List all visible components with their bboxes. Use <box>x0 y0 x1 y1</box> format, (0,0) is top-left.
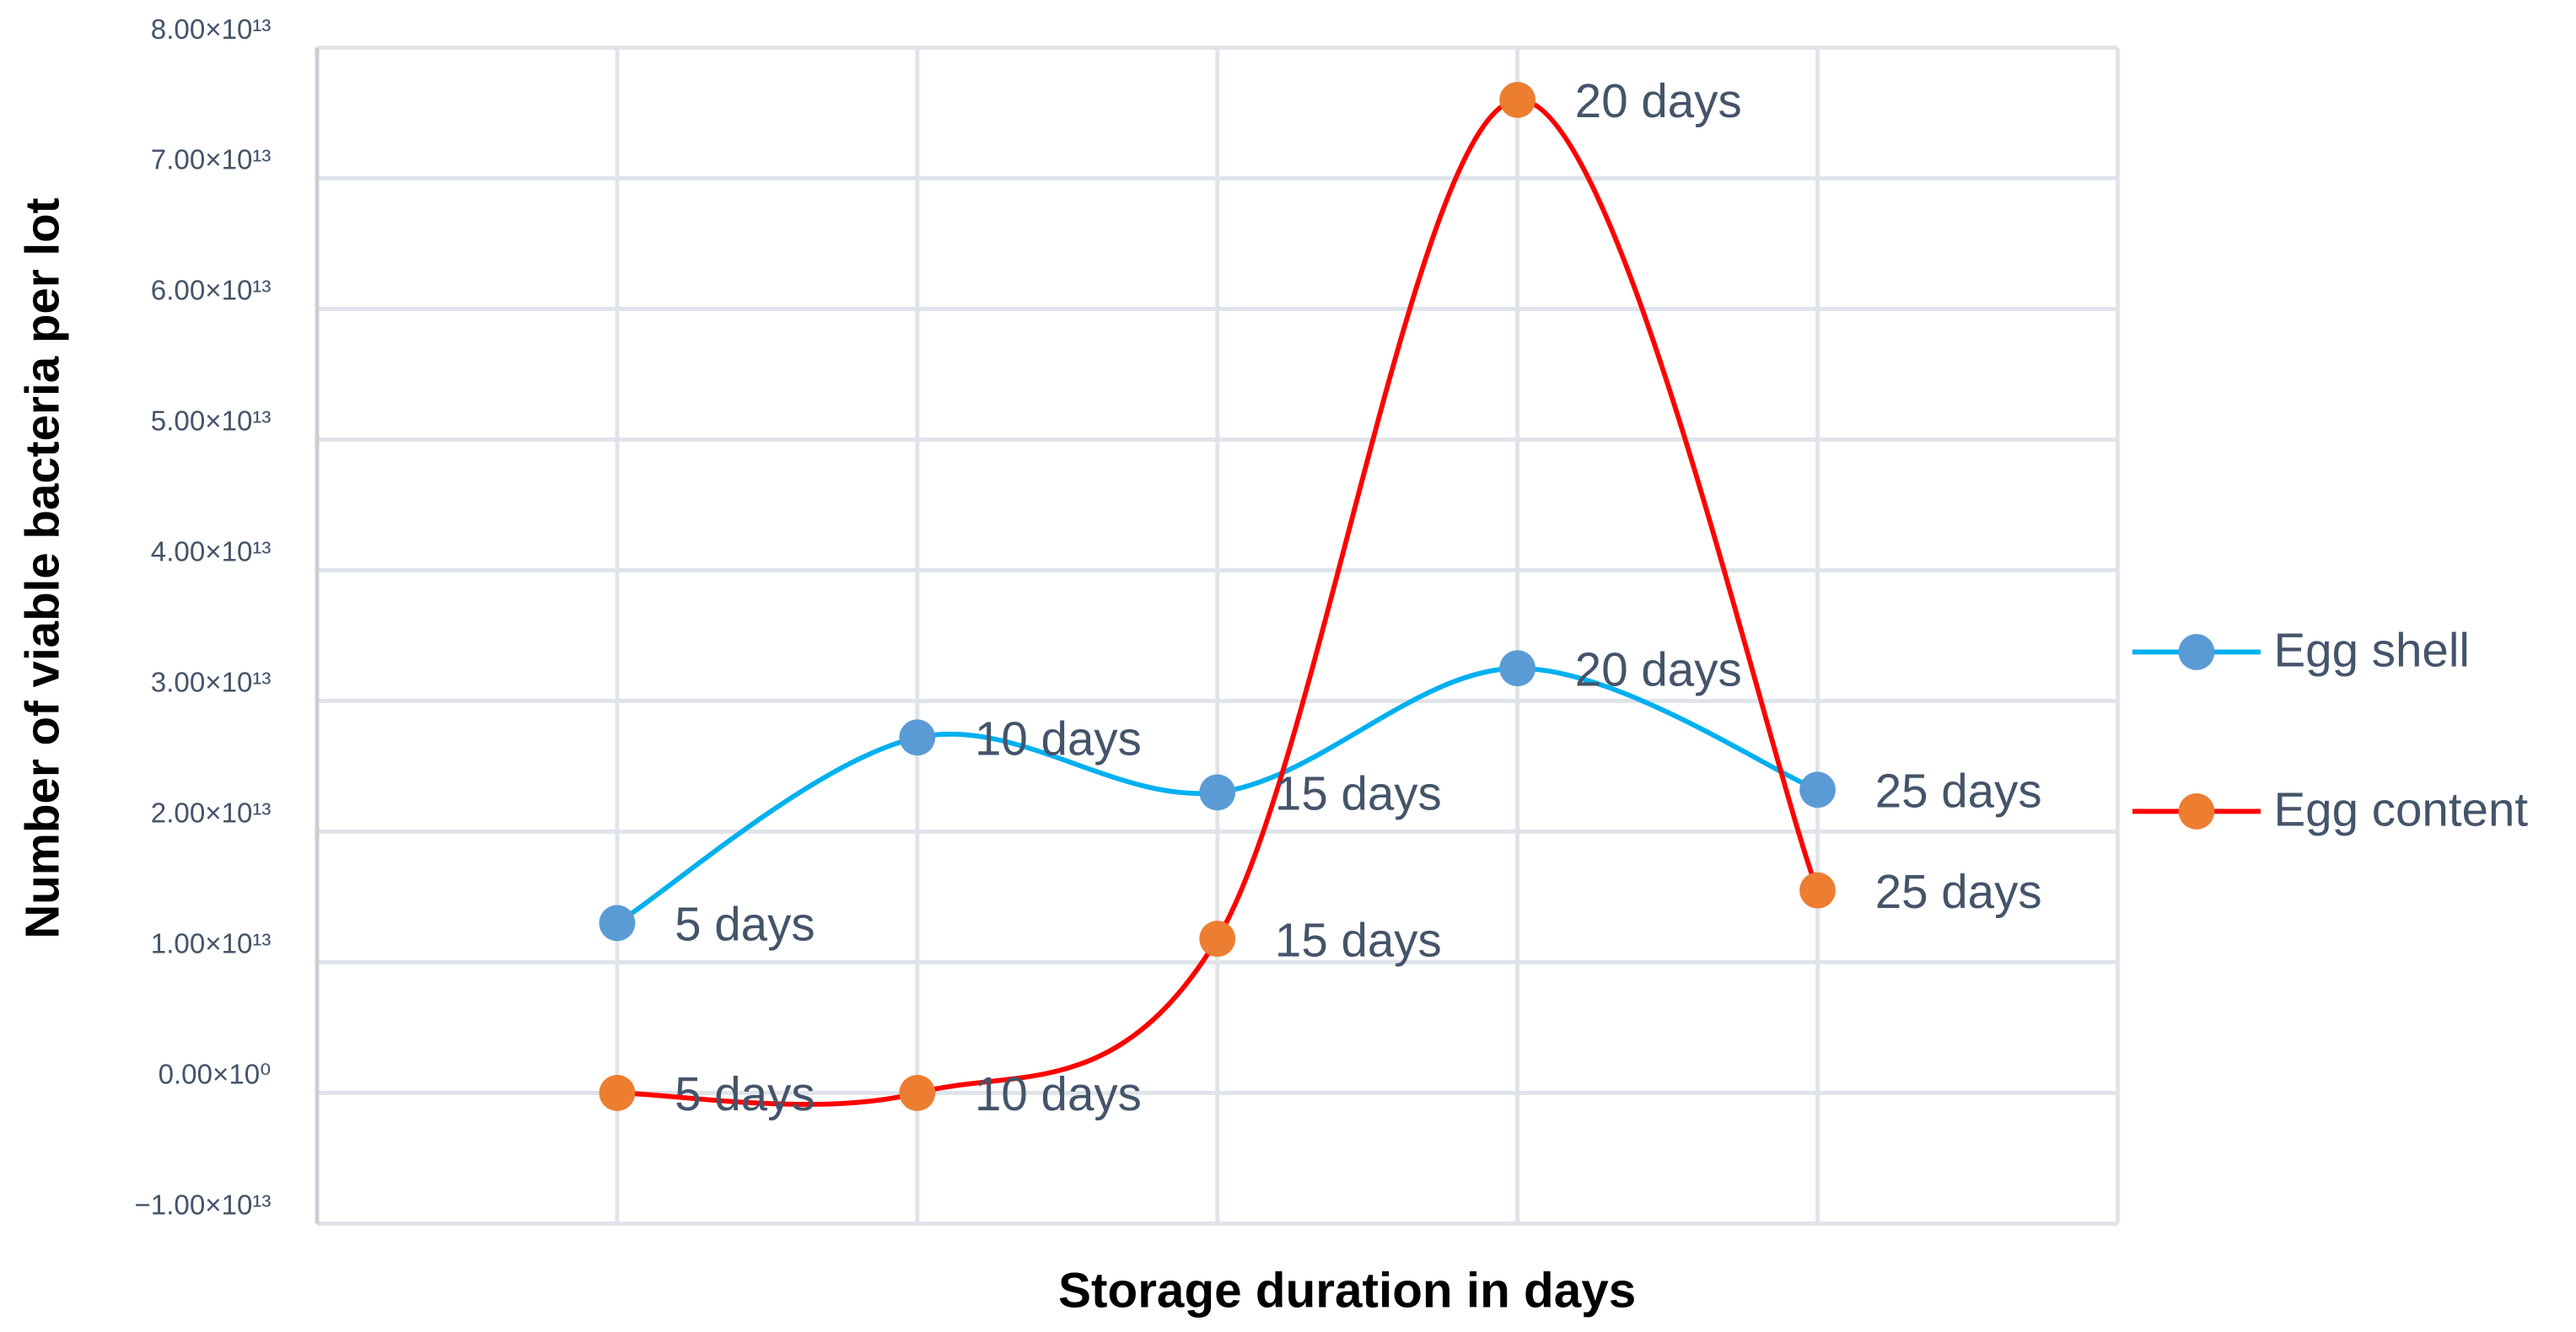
data-point <box>899 719 936 756</box>
point-label: 5 days <box>675 1067 815 1120</box>
legend-label: Egg shell <box>2274 623 2470 676</box>
data-point <box>599 1074 636 1111</box>
point-label: 20 days <box>1575 642 1742 696</box>
legend-label: Egg content <box>2274 782 2529 835</box>
data-point <box>1799 872 1836 909</box>
legend-marker <box>2178 634 2215 670</box>
point-label: 20 days <box>1575 74 1742 127</box>
y-tick-label: 2.00×10¹³ <box>151 798 272 830</box>
y-tick-label: 6.00×10¹³ <box>151 276 272 307</box>
point-label: 15 days <box>1275 913 1442 966</box>
data-point <box>1799 771 1836 808</box>
data-point <box>599 905 636 942</box>
data-point <box>1199 774 1236 811</box>
point-label: 15 days <box>1275 767 1442 820</box>
point-label: 25 days <box>1875 865 2042 918</box>
series-line <box>616 97 1820 1107</box>
data-point <box>1499 82 1536 118</box>
y-axis-title: Number of viable bacteria per lot <box>15 197 68 938</box>
point-label: 10 days <box>975 1067 1142 1120</box>
y-tick-label: 3.00×10¹³ <box>151 668 272 699</box>
data-point <box>899 1074 936 1111</box>
point-label: 5 days <box>675 898 815 951</box>
data-point <box>1499 650 1536 687</box>
x-axis-title: Storage duration in days <box>1058 1264 1636 1319</box>
y-tick-label: 1.00×10¹³ <box>151 929 272 960</box>
point-label: 25 days <box>1875 765 2042 818</box>
legend-marker <box>2178 792 2215 830</box>
point-label: 10 days <box>975 712 1142 765</box>
y-tick-label: 7.00×10¹³ <box>151 145 272 176</box>
data-point <box>1199 921 1236 957</box>
y-tick-label: 0.00×10⁰ <box>159 1060 272 1091</box>
y-tick-label: 5.00×10¹³ <box>151 406 272 438</box>
y-tick-label: −1.00×10¹³ <box>134 1190 271 1222</box>
y-tick-label: 4.00×10¹³ <box>151 537 272 568</box>
y-tick-label: 8.00×10¹³ <box>151 14 272 46</box>
